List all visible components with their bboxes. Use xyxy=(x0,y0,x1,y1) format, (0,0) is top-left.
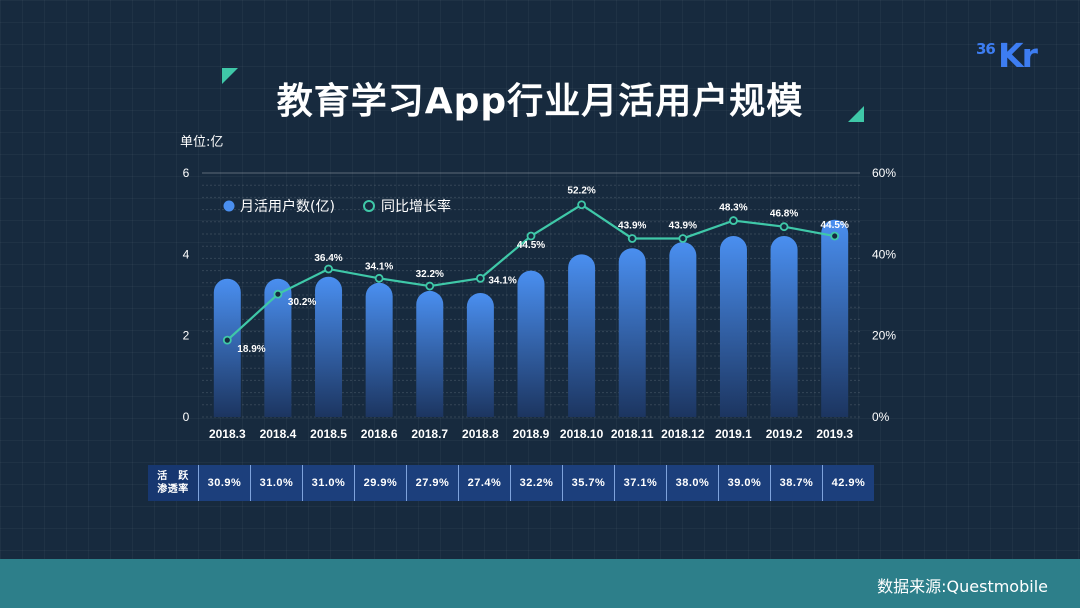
line-data-label: 32.2% xyxy=(416,269,444,280)
y-right-tick-label: 0% xyxy=(872,410,890,424)
bar xyxy=(719,236,747,417)
x-tick-label: 2018.7 xyxy=(411,427,448,441)
bar xyxy=(213,278,241,417)
line-point xyxy=(678,234,688,243)
penetration-header: 活 跃 渗透率 xyxy=(148,465,198,501)
line-data-label: 36.4% xyxy=(314,253,342,264)
line-data-label: 43.9% xyxy=(618,220,646,231)
y-left-tick-label: 0 xyxy=(183,410,190,424)
line-point xyxy=(577,200,587,210)
line-data-label: 52.2% xyxy=(567,186,595,197)
penetration-cell: 31.0% xyxy=(302,465,354,501)
x-tick-label: 2018.8 xyxy=(462,427,499,441)
line-data-label: 44.5% xyxy=(821,220,849,231)
y-right-tick-label: 20% xyxy=(872,329,896,343)
x-tick-label: 2019.3 xyxy=(816,427,853,441)
x-tick-label: 2018.9 xyxy=(513,427,550,441)
x-tick-label: 2018.12 xyxy=(661,427,705,441)
title-corner-accent-left xyxy=(222,68,238,84)
legend-bar-swatch xyxy=(223,200,235,212)
penetration-cell: 38.0% xyxy=(666,465,718,501)
y-right-tick-label: 40% xyxy=(872,247,896,261)
penetration-cell: 27.9% xyxy=(406,465,458,501)
x-tick-label: 2018.3 xyxy=(209,427,246,441)
x-tick-label: 2018.11 xyxy=(611,427,654,441)
page-title: 教育学习App行业月活用户规模 xyxy=(276,81,804,122)
bar xyxy=(365,282,393,417)
penetration-cell: 39.0% xyxy=(718,465,770,501)
line-point xyxy=(374,273,384,283)
line-point xyxy=(273,289,283,299)
line-point xyxy=(475,273,485,283)
x-tick-label: 2019.1 xyxy=(715,427,752,441)
line-point xyxy=(729,216,738,225)
bar xyxy=(264,278,292,417)
bar xyxy=(669,242,697,417)
penetration-cell: 30.9% xyxy=(198,465,250,501)
line-point xyxy=(324,264,333,274)
bar xyxy=(821,219,849,417)
line-point xyxy=(222,335,232,345)
penetration-cell: 37.1% xyxy=(614,465,666,501)
logo-number: 36 xyxy=(976,40,996,58)
bar xyxy=(517,270,545,417)
x-tick-label: 2018.10 xyxy=(560,427,604,441)
line-point xyxy=(425,281,435,291)
line-data-label: 48.3% xyxy=(719,203,747,214)
bar xyxy=(315,276,343,417)
x-tick-label: 2018.4 xyxy=(260,427,297,441)
line-point xyxy=(830,231,840,241)
penetration-table: 活 跃 渗透率 30.9% 31.0% 31.0% 29.9% 27.9% 27… xyxy=(148,465,878,501)
legend-bar-label: 月活用户数(亿) xyxy=(240,198,335,215)
penetration-cell: 29.9% xyxy=(354,465,406,501)
bar xyxy=(466,292,494,417)
line-data-label: 34.1% xyxy=(488,275,516,286)
legend-line-label: 同比增长率 xyxy=(381,198,451,215)
line-data-label: 44.5% xyxy=(517,240,545,251)
data-source: 数据来源:Questmobile xyxy=(877,577,1048,596)
line-data-label: 18.9% xyxy=(237,344,265,355)
y-left-tick-label: 4 xyxy=(183,247,190,261)
unit-label: 单位:亿 xyxy=(180,135,224,150)
bar xyxy=(568,254,596,417)
line-point xyxy=(779,222,789,232)
line-point xyxy=(526,231,536,241)
x-tick-label: 2018.5 xyxy=(310,427,347,441)
y-right-tick-label: 60% xyxy=(872,166,896,180)
bar xyxy=(618,248,646,417)
penetration-cell: 32.2% xyxy=(510,465,562,501)
brand-logo: 36 Kr xyxy=(974,36,1044,76)
logo-letters: Kr xyxy=(998,36,1038,75)
y-left-tick-label: 2 xyxy=(183,329,190,343)
bar xyxy=(416,290,444,417)
line-point xyxy=(627,234,637,243)
line-data-label: 46.8% xyxy=(770,209,798,220)
penetration-cell: 38.7% xyxy=(770,465,822,501)
footer-bar: 数据来源:Questmobile xyxy=(0,559,1080,608)
line-data-label: 34.1% xyxy=(365,261,393,272)
line-data-label: 43.9% xyxy=(669,220,697,231)
penetration-cell: 27.4% xyxy=(458,465,510,501)
x-tick-label: 2018.6 xyxy=(361,427,398,441)
y-left-tick-label: 6 xyxy=(183,166,190,180)
penetration-header-line2: 渗透率 xyxy=(157,484,189,495)
title-corner-accent-right xyxy=(848,106,864,122)
line-data-label: 30.2% xyxy=(288,297,316,308)
bar xyxy=(770,236,798,417)
legend-line-swatch xyxy=(363,200,375,212)
penetration-cell: 42.9% xyxy=(822,465,874,501)
penetration-cell: 31.0% xyxy=(250,465,302,501)
x-tick-label: 2019.2 xyxy=(766,427,803,441)
penetration-cell: 35.7% xyxy=(562,465,614,501)
penetration-header-line1: 活 跃 xyxy=(157,471,189,482)
